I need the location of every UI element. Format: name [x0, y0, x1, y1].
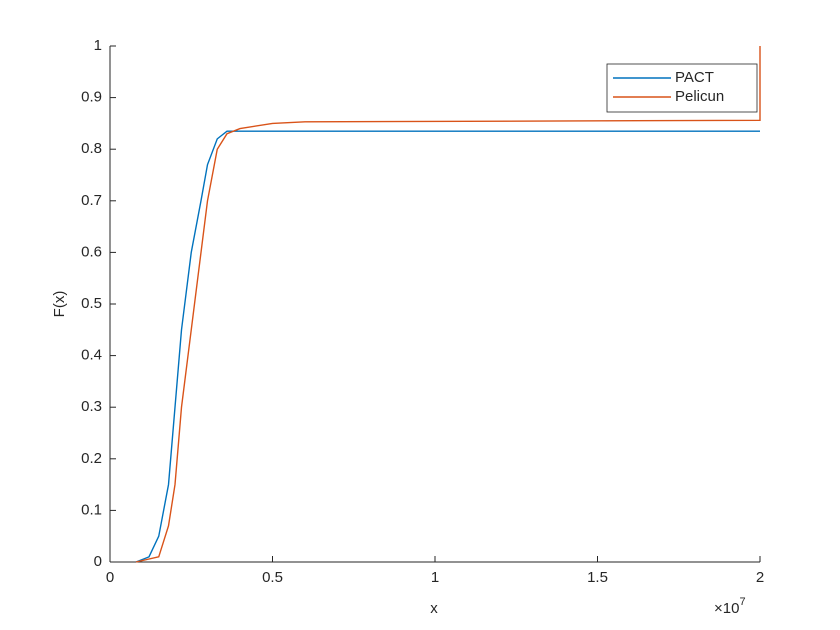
legend-box: [606, 63, 758, 113]
series-line: [135, 46, 761, 563]
x-axis-label: x: [430, 600, 438, 617]
y-tick-label: 1: [94, 37, 102, 54]
series-line: [135, 130, 760, 563]
x-tick-label: 1: [431, 569, 439, 586]
y-tick-label: 0.5: [81, 295, 102, 312]
y-axis-label: F(x): [51, 291, 68, 318]
y-tick-label: 0.7: [81, 192, 102, 209]
x-tick-label: 0: [106, 569, 114, 586]
exponent-power: 7: [739, 596, 745, 608]
x-tick-label: 2: [756, 569, 764, 586]
y-tick-label: 0.1: [81, 501, 102, 518]
y-tick-label: 0: [94, 553, 102, 570]
y-tick-label: 0.4: [81, 347, 102, 364]
y-tick-label: 0.9: [81, 89, 102, 106]
x-exponent: ×107: [714, 596, 746, 617]
legend: PACT Pelicun: [606, 63, 758, 113]
legend-label: Pelicun: [675, 88, 724, 105]
y-tick-label: 0.3: [81, 398, 102, 415]
legend-label: PACT: [675, 69, 714, 86]
exponent-base: ×10: [714, 600, 739, 617]
y-tick-label: 0.6: [81, 243, 102, 260]
x-tick-label: 0.5: [262, 569, 283, 586]
y-tick-label: 0.2: [81, 450, 102, 467]
y-tick-label: 0.8: [81, 140, 102, 157]
x-tick-label: 1.5: [587, 569, 608, 586]
